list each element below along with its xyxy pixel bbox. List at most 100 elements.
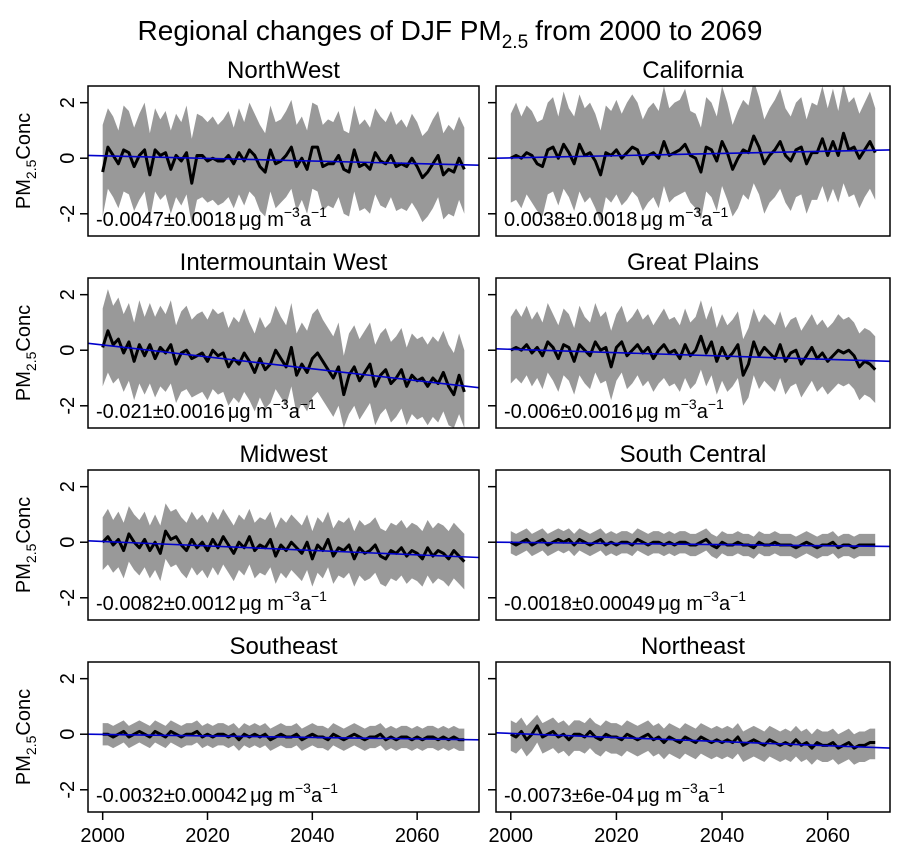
- panel: Southeast -2 0 2 2000 2020 2040 2060 PM2.5Conc -0…: [13, 633, 480, 847]
- y-label-subscript: 2.5: [23, 159, 39, 179]
- x-tick-label: 2020: [594, 825, 639, 847]
- trend-line: [88, 540, 479, 559]
- plot-area: [88, 289, 479, 428]
- y-axis-label: PM2.5Conc: [13, 305, 39, 401]
- annotation-value: -0.021±0.0016: [96, 401, 225, 423]
- trend-line: [88, 154, 479, 166]
- trend-annotation: 0.0038±0.0018 μg m−3a−1: [504, 204, 728, 231]
- y-label-main: PM: [13, 371, 35, 401]
- x-tick-label: 2000: [489, 825, 534, 847]
- y-label-subscript: 2.5: [23, 735, 39, 755]
- annotation-exp: −1: [730, 588, 746, 604]
- panel-title: Northeast: [641, 633, 745, 660]
- y-tick-label: -2: [57, 589, 79, 607]
- plot-area: [496, 528, 890, 559]
- annotation-unit: μg m: [228, 401, 273, 423]
- plot-area: [88, 503, 479, 590]
- uncertainty-band: [102, 99, 465, 225]
- panel: NorthWest -2 0 2 PM2.5Conc -0.0047±0.0018 μg m…: [13, 57, 480, 237]
- panel-title: Great Plains: [627, 249, 759, 276]
- panel-title: South Central: [620, 441, 767, 468]
- plot-area: [496, 714, 890, 765]
- x-tick-label: 2040: [700, 825, 745, 847]
- y-label-main: PM: [13, 563, 35, 593]
- panel-title: Southeast: [229, 633, 337, 660]
- panel-title: California: [642, 57, 744, 84]
- figure-title: Regional changes of DJF PM2.5 from 2000 t…: [138, 15, 763, 53]
- panel: Northeast 2000 2020 2040 2060 -0.0073±6e-04 μg…: [488, 633, 891, 847]
- annotation-exp: −1: [322, 780, 338, 796]
- y-label-subscript: 2.5: [23, 543, 39, 563]
- annotation-exp: −1: [712, 204, 728, 220]
- plot-frame: [87, 469, 480, 621]
- plot-frame: [495, 661, 891, 813]
- plot-frame: [87, 85, 480, 237]
- panel-title: Intermountain West: [180, 249, 388, 276]
- y-label-subscript: 2.5: [23, 351, 39, 371]
- trend-line: [496, 541, 890, 548]
- panel: Midwest -2 0 2 PM2.5Conc -0.0082±0.0012 μg m−3…: [13, 441, 480, 621]
- title-end: from 2000 to 2069: [535, 15, 762, 46]
- y-axis-label: PM2.5Conc: [13, 689, 39, 785]
- panel: California 0.0038±0.0018 μg m−3a−1: [488, 57, 891, 237]
- title-subscript: 2.5: [502, 32, 528, 53]
- y-label-main: PM: [13, 179, 35, 209]
- annotation-value: -0.0018±0.00049: [504, 593, 655, 615]
- annotation-value: -0.0073±6e-04: [504, 785, 634, 807]
- y-tick-label: 2: [57, 97, 79, 108]
- plot-frame: [87, 277, 480, 429]
- annotation-exp: −3: [284, 588, 300, 604]
- data-line: [510, 334, 877, 377]
- x-tick-label: 2000: [80, 825, 125, 847]
- annotation-value: -0.0032±0.00042: [96, 785, 247, 807]
- trend-line: [496, 348, 890, 363]
- annotation-value: -0.0082±0.0012: [96, 593, 236, 615]
- annotation-exp: −3: [284, 204, 300, 220]
- y-label-end: Conc: [13, 113, 35, 160]
- trend-annotation: -0.0073±6e-04 μg m−3a−1: [504, 780, 725, 807]
- title-main: Regional changes of DJF PM: [138, 15, 502, 46]
- annotation-unit: a: [701, 209, 713, 231]
- annotation-exp: −3: [685, 204, 701, 220]
- plot-area: [496, 86, 890, 223]
- annotation-unit: μg m: [640, 209, 685, 231]
- annotation-unit: a: [300, 593, 312, 615]
- y-label-end: Conc: [13, 305, 35, 352]
- x-tick-label: 2020: [185, 825, 230, 847]
- plot-frame: [495, 469, 891, 621]
- annotation-unit: a: [300, 209, 312, 231]
- y-tick-label: -2: [57, 205, 79, 223]
- annotation-unit: μg m: [658, 593, 703, 615]
- annotation-unit: μg m: [239, 593, 284, 615]
- data-line: [101, 529, 466, 563]
- y-tick-label: 2: [57, 481, 79, 492]
- annotation-exp: −1: [709, 780, 725, 796]
- annotation-exp: −3: [681, 396, 697, 412]
- x-tick-label: 2060: [395, 825, 440, 847]
- panel-title: NorthWest: [227, 57, 340, 84]
- annotation-exp: −3: [682, 780, 698, 796]
- panel: South Central -0.0018±0.00049 μg m−3a−1: [488, 441, 891, 621]
- plot-area: [88, 99, 479, 225]
- annotation-value: -0.006±0.0016: [504, 401, 633, 423]
- annotation-exp: −1: [300, 396, 316, 412]
- plot-area: [88, 720, 479, 751]
- y-tick-label: 0: [57, 153, 79, 164]
- data-line: [101, 145, 466, 185]
- trend-line: [496, 732, 890, 749]
- plot-frame: [87, 661, 480, 813]
- annotation-value: 0.0038±0.0018: [504, 209, 637, 231]
- y-axis-label: PM2.5Conc: [13, 497, 39, 593]
- y-label-end: Conc: [13, 497, 35, 544]
- y-tick-label: 2: [57, 673, 79, 684]
- plot-frame: [495, 85, 891, 237]
- annotation-exp: −3: [703, 588, 719, 604]
- y-label-main: PM: [13, 755, 35, 785]
- y-tick-label: 0: [57, 729, 79, 740]
- y-label-end: Conc: [13, 689, 35, 736]
- y-tick-label: 0: [57, 345, 79, 356]
- annotation-unit: μg m: [636, 401, 681, 423]
- annotation-exp: −1: [311, 588, 327, 604]
- uncertainty-band: [102, 289, 465, 428]
- panel: Intermountain West -2 0 2 PM2.5Conc -0.021±0.…: [13, 249, 480, 429]
